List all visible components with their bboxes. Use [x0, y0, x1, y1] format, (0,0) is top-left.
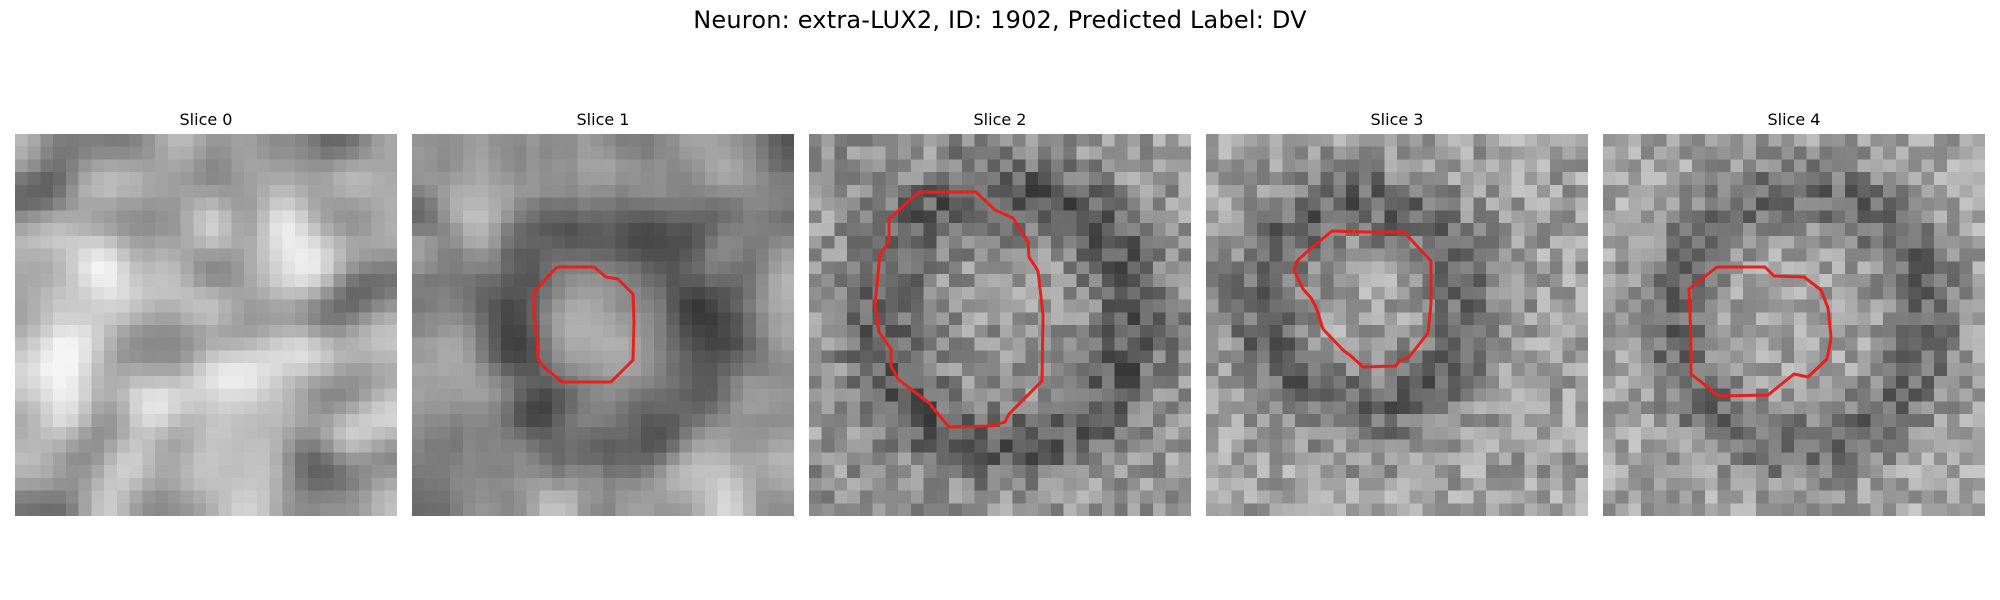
slice-title-2: Slice 2: [973, 110, 1027, 129]
roi-contour-3: [1292, 229, 1433, 369]
roi-contour-4: [1687, 265, 1833, 398]
roi-contour-2: [873, 190, 1045, 429]
slice-image-1: [412, 134, 794, 516]
slice-image-0: [15, 134, 397, 516]
slice-image-3: [1206, 134, 1588, 516]
slice-title-3: Slice 3: [1370, 110, 1424, 129]
roi-contour-1: [532, 265, 636, 384]
slice-title-4: Slice 4: [1767, 110, 1821, 129]
slice-image-4: [1603, 134, 1985, 516]
slice-title-0: Slice 0: [179, 110, 233, 129]
slice-title-1: Slice 1: [576, 110, 630, 129]
figure-title: Neuron: extra-LUX2, ID: 1902, Predicted …: [693, 6, 1307, 34]
slice-image-2: [809, 134, 1191, 516]
